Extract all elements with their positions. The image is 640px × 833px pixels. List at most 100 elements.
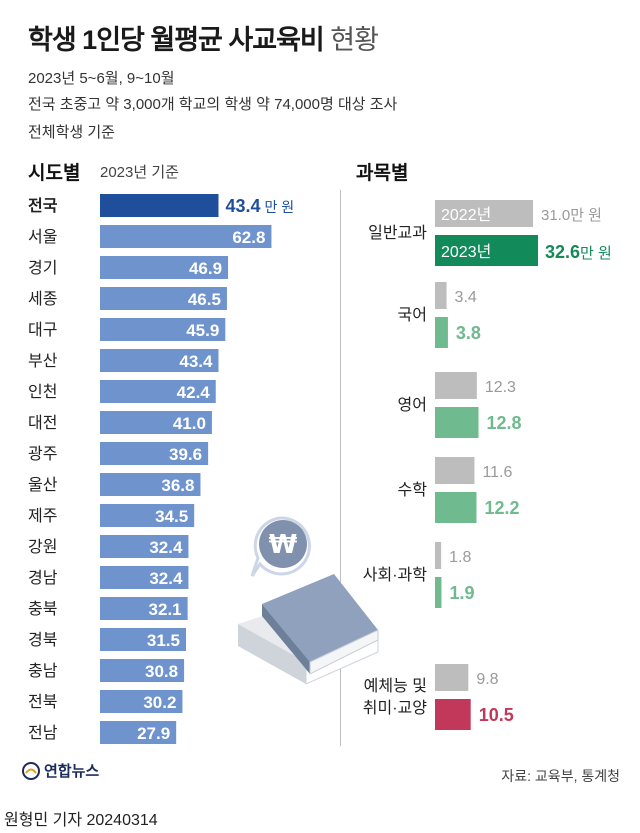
region-value-label: 32.4 <box>149 569 183 588</box>
region-bar <box>100 194 219 217</box>
subject-value-2022: 1.8 <box>449 549 471 566</box>
region-chart-subtitle: 2023년 기준 <box>100 164 179 181</box>
subject-bar-2022 <box>435 664 469 691</box>
subject-value-2022: 11.6 <box>482 464 512 481</box>
region-label: 충남 <box>28 662 58 680</box>
region-value-label: 62.8 <box>232 228 265 247</box>
region-bar <box>100 566 189 589</box>
region-bar-chart: 전국 43.4 만 원서울 62.8 경기 46.9 세종 46.5 대구 45.9 부산 43.4 인… <box>28 194 294 744</box>
title-light: 현황 <box>330 25 379 55</box>
series-label-2023: 2023년 <box>441 243 491 261</box>
region-bar <box>100 659 185 682</box>
title-main: 학생 1인당 월평균 사교육비 <box>28 25 325 55</box>
subject-bar-2022 <box>435 372 477 399</box>
region-label: 광주 <box>28 445 57 463</box>
logo-icon <box>22 761 40 780</box>
region-value-label: 41.0 <box>173 414 206 433</box>
subject-label: 수학 <box>398 481 428 499</box>
region-value-label: 30.8 <box>145 662 178 681</box>
region-label: 울산 <box>28 476 58 494</box>
region-label: 전국 <box>28 197 58 215</box>
subject-bar-2022 <box>435 200 533 227</box>
book-illustration: ₩ <box>238 516 379 685</box>
region-bar <box>100 504 195 527</box>
region-bar <box>100 628 186 651</box>
subject-value-2022: 3.4 <box>455 289 477 306</box>
region-label: 강원 <box>28 538 57 556</box>
subject-bar-2023 <box>435 235 538 266</box>
subject-label: 예체능 및 <box>364 677 427 695</box>
region-bar <box>100 473 201 496</box>
region-value-label: 34.5 <box>155 507 188 526</box>
region-label: 전북 <box>28 693 57 711</box>
subject-value-2023: 32.6만 원 <box>545 242 612 262</box>
subject-bar-2023 <box>435 699 471 730</box>
subject-bar-2023 <box>435 577 442 608</box>
region-bar <box>100 380 216 403</box>
region-bar <box>100 225 272 248</box>
region-value-label: 30.2 <box>143 693 176 712</box>
page-title: 학생 1인당 월평균 사교육비 현황 <box>28 18 379 57</box>
region-bar <box>100 411 212 434</box>
subject-bar-2023 <box>435 492 477 523</box>
subject-value-2022: 31.0만 원 <box>541 207 602 224</box>
subject-chart-title: 과목별 <box>356 163 409 184</box>
subject-value-2022: 9.8 <box>476 671 498 688</box>
region-value-label: 36.8 <box>161 476 194 495</box>
logo: 연합뉴스 <box>22 760 99 781</box>
subject-value-2023: 1.9 <box>449 583 474 603</box>
region-value-label: 32.4 <box>149 538 183 557</box>
region-value-label: 43.4 <box>179 352 213 371</box>
region-bar <box>100 442 209 465</box>
subject-label: 영어 <box>398 396 427 414</box>
region-bar <box>100 287 227 310</box>
region-bar <box>100 690 183 713</box>
region-label: 대구 <box>28 321 57 339</box>
subject-value-2023: 3.8 <box>456 323 481 343</box>
subject-bar-2022 <box>435 457 475 484</box>
logo-text: 연합뉴스 <box>44 763 100 780</box>
won-bubble-icon: ₩ <box>250 516 311 577</box>
region-value-label: 46.5 <box>188 290 221 309</box>
region-bar <box>100 721 177 744</box>
subject-label: 사회·과학 <box>363 566 427 584</box>
region-label: 충북 <box>28 600 57 618</box>
source-text: 자료: 교육부, 통계청 <box>501 768 620 784</box>
basis-text: 전체학생 기준 <box>28 124 115 141</box>
region-label: 경기 <box>28 259 57 277</box>
region-label: 제주 <box>28 507 57 525</box>
credit-text: 원형민 기자 20240314 <box>4 812 158 829</box>
region-label: 서울 <box>28 228 57 246</box>
region-label: 세종 <box>28 290 57 308</box>
subject-bar-2023 <box>435 317 448 348</box>
region-bar <box>100 535 189 558</box>
period-text: 2023년 5~6월, 9~10월 <box>28 70 175 87</box>
subject-value-2023: 12.8 <box>487 413 522 433</box>
region-bar <box>100 256 229 279</box>
subject-bar-2022 <box>435 542 442 569</box>
region-label: 인천 <box>28 383 57 401</box>
region-label: 전남 <box>28 724 58 742</box>
subject-value-2022: 12.3 <box>485 379 516 396</box>
region-bar <box>100 349 219 372</box>
region-bar <box>100 597 188 620</box>
book-stack-icon <box>238 574 379 685</box>
region-value-label: 27.9 <box>137 724 170 743</box>
won-symbol: ₩ <box>269 530 298 560</box>
region-value-label: 42.4 <box>177 383 211 402</box>
subject-label: 취미·교양 <box>363 699 427 717</box>
subject-value-2023: 12.2 <box>484 498 519 518</box>
subject-label: 국어 <box>398 306 427 324</box>
divider-line <box>340 190 341 746</box>
region-bar <box>100 318 226 341</box>
region-value-label: 39.6 <box>169 445 202 464</box>
region-value-label: 45.9 <box>186 321 219 340</box>
subject-bar-chart: 일반교과 2022년 2023년 31.0만 원 32.6만 원국어 3.4 3.8 영어 12… <box>363 200 612 730</box>
region-label: 경남 <box>28 569 58 587</box>
region-label: 부산 <box>28 352 58 370</box>
region-chart-title: 시도별 <box>28 163 81 184</box>
region-value-label: 46.9 <box>189 259 222 278</box>
region-value-label: 43.4 만 원 <box>225 196 294 216</box>
region-label: 대전 <box>28 414 57 432</box>
survey-text: 전국 초중고 약 3,000개 학교의 학생 약 74,000명 대상 조사 <box>28 96 398 113</box>
